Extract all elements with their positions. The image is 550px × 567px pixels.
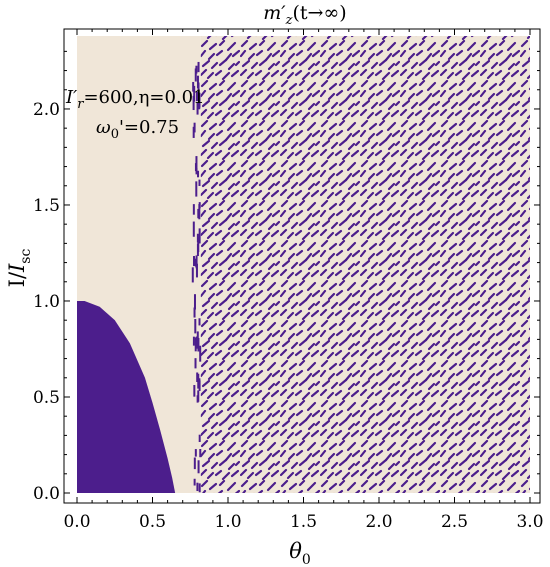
transition-speck — [197, 61, 200, 73]
y-tick-label: 2.0 — [33, 100, 60, 120]
transition-speck — [198, 434, 201, 442]
transition-speck — [194, 319, 197, 334]
transition-speck — [193, 307, 196, 318]
transition-speck — [194, 449, 197, 457]
axis-ticks — [64, 29, 540, 503]
transition-speck — [195, 263, 198, 278]
transition-speck — [192, 336, 195, 346]
transition-strip — [191, 61, 202, 493]
x-tick-label: 3.0 — [516, 512, 543, 532]
transition-speck — [199, 345, 202, 362]
transition-speck — [195, 91, 198, 102]
transition-speck — [196, 395, 199, 403]
tick-labels: 0.0 0.5 1.0 1.5 2.0 2.5 3.0 0.0 0.5 1.0 1.5 2.0 — [33, 100, 544, 532]
transition-speck — [191, 267, 194, 283]
plot-area — [63, 28, 541, 504]
x-tick-label: 0.5 — [139, 512, 166, 532]
solid-switched-region — [77, 300, 176, 493]
transition-speck — [197, 170, 200, 178]
transition-speck — [194, 358, 197, 369]
transition-speck — [193, 457, 196, 470]
transition-speck — [193, 85, 196, 102]
annotation-line-1: I′r=600,η=0.01 — [65, 87, 205, 112]
transition-speck — [196, 102, 199, 115]
transition-speck — [194, 68, 197, 82]
transition-speck — [195, 168, 198, 175]
transition-speck — [198, 179, 201, 186]
transition-speck — [192, 221, 195, 237]
transition-speck — [193, 294, 196, 310]
transition-speck — [197, 208, 200, 219]
x-tick-label: 0.0 — [63, 512, 90, 532]
x-tick-label: 1.5 — [290, 512, 317, 532]
transition-speck — [195, 181, 198, 197]
transition-speck — [195, 65, 198, 74]
transition-speck — [194, 337, 197, 352]
transition-speck — [196, 482, 199, 492]
transition-speck — [198, 318, 201, 326]
transition-speck — [195, 336, 198, 349]
transition-speck — [198, 483, 201, 493]
x-tick-label: 1.0 — [214, 512, 241, 532]
transition-speck — [195, 156, 198, 169]
annotation-line-2: ω0'=0.75 — [96, 117, 179, 142]
x-axis-title: θ0 — [289, 539, 311, 567]
transition-speck — [197, 82, 200, 92]
transition-speck — [193, 478, 196, 486]
transition-speck — [192, 204, 195, 215]
transition-speck — [195, 255, 198, 269]
transition-speck — [199, 449, 202, 458]
transition-speck — [193, 385, 196, 397]
y-tick-label: 0.0 — [33, 484, 60, 504]
transition-speck — [198, 228, 201, 244]
transition-speck — [197, 237, 200, 253]
y-tick-label: 1.0 — [33, 292, 60, 312]
transition-speck — [198, 93, 201, 110]
transition-speck — [198, 204, 201, 220]
y-tick-label: 0.5 — [33, 388, 60, 408]
transition-speck — [196, 233, 199, 243]
x-tick-label: 2.5 — [441, 512, 468, 532]
transition-speck — [192, 126, 195, 138]
transition-speck — [196, 75, 199, 89]
transition-speck — [192, 95, 195, 111]
transition-speck — [196, 331, 199, 347]
transition-speck — [198, 378, 201, 387]
transition-speck — [192, 81, 195, 92]
transition-speck — [196, 372, 199, 383]
y-tick-label: 1.5 — [33, 196, 60, 216]
y-axis-title: I/Isc — [5, 248, 34, 287]
chart-title: m′z(t→∞) — [263, 2, 346, 28]
x-tick-label: 2.0 — [365, 512, 392, 532]
chaotic-region — [200, 36, 530, 493]
transition-speck — [194, 163, 197, 172]
transition-speck — [197, 373, 200, 389]
transition-speck — [193, 256, 196, 267]
transition-speck — [197, 460, 200, 474]
